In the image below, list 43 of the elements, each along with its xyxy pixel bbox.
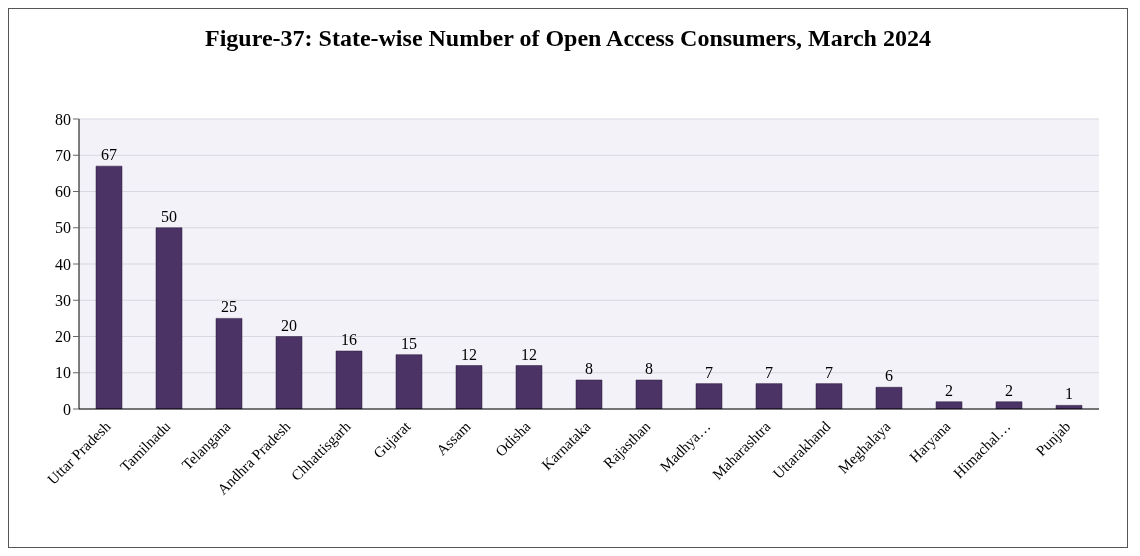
data-label: 7: [705, 363, 713, 381]
y-tick-label: 60: [55, 183, 71, 201]
y-tick-label: 40: [55, 255, 71, 273]
bar: [335, 350, 363, 409]
data-label: 12: [521, 345, 537, 363]
bar: [155, 227, 183, 409]
y-tick-label: 20: [55, 328, 71, 346]
data-label: 67: [101, 146, 117, 164]
data-label: 7: [825, 363, 833, 381]
data-label: 2: [1005, 381, 1013, 399]
bar: [455, 365, 483, 409]
y-tick-label: 30: [55, 291, 71, 309]
bar: [935, 401, 963, 409]
y-tick-label: 0: [63, 400, 71, 418]
bar: [995, 401, 1023, 409]
data-label: 7: [765, 363, 773, 381]
data-label: 6: [885, 367, 893, 385]
y-tick-label: 80: [55, 110, 71, 128]
bar: [215, 318, 243, 409]
data-label: 8: [645, 360, 653, 377]
y-tick-label: 50: [55, 219, 71, 237]
bar: [395, 354, 423, 409]
chart-title: Figure-37: State-wise Number of Open Access Consumers, March 2024: [204, 24, 932, 53]
data-label: 16: [341, 331, 357, 348]
bar: [95, 165, 123, 409]
bar: [275, 336, 303, 409]
data-label: 1: [1065, 385, 1073, 403]
data-label: 12: [461, 345, 477, 363]
bar: [695, 383, 723, 409]
bar: [635, 379, 663, 409]
y-tick-label: 10: [55, 364, 71, 382]
bar: [875, 387, 903, 409]
data-label: 20: [281, 316, 297, 334]
y-tick-label: 70: [55, 146, 71, 164]
data-label: 50: [161, 207, 177, 225]
bar: [575, 379, 603, 409]
data-label: 8: [585, 360, 593, 377]
bar: [755, 383, 783, 409]
bar: [515, 365, 543, 409]
bar: [815, 383, 843, 409]
data-label: 15: [401, 334, 417, 352]
data-label: 2: [945, 381, 953, 399]
data-label: 25: [221, 298, 237, 316]
